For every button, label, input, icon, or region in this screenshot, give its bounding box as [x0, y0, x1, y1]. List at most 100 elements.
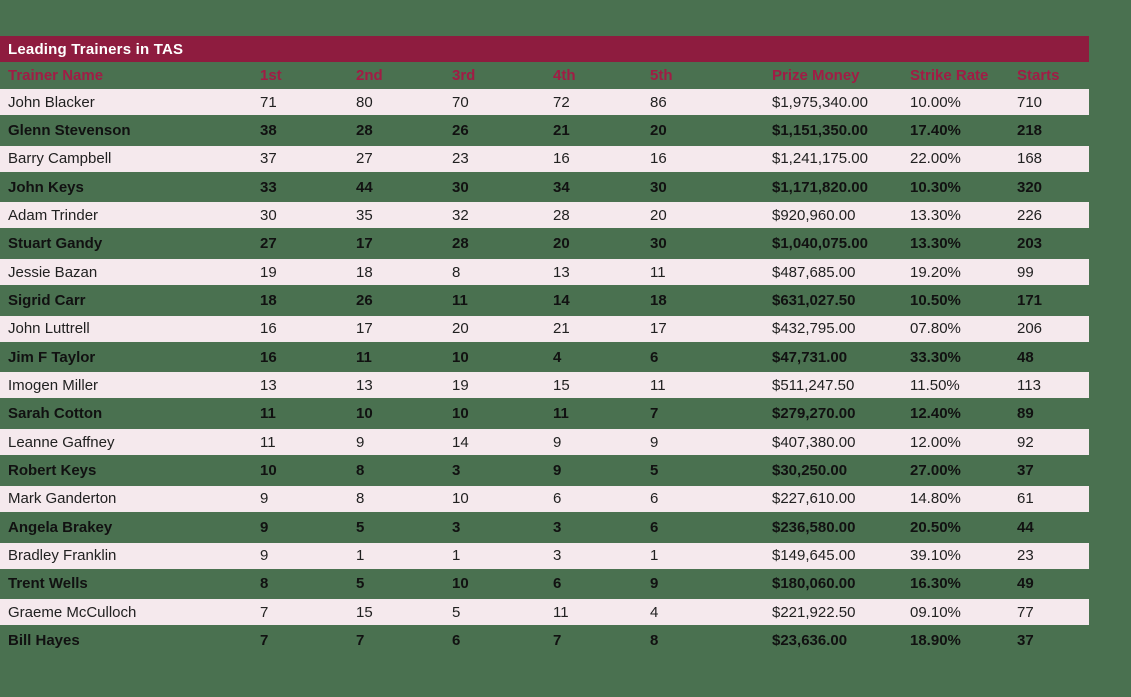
table-row: Mark Ganderton 9 8 10 6 6 $227,610.00 14.80% 61 [0, 485, 1089, 512]
cell-5th: 4 [650, 603, 659, 621]
cell-prize-money: $227,610.00 [772, 490, 856, 508]
cell-5th: 7 [650, 405, 659, 423]
cell-strike-rate: 14.80% [910, 490, 961, 508]
cell-strike-rate: 13.30% [910, 235, 961, 253]
cell-trainer-name: Adam Trinder [8, 206, 99, 224]
cell-3rd: 32 [452, 206, 469, 224]
cell-trainer-name: Trent Wells [8, 575, 88, 593]
table-body: John Blacker 71 80 70 72 86 $1,975,340.00 10.00… [0, 89, 1089, 654]
cell-strike-rate: 12.00% [910, 433, 961, 451]
cell-trainer-name: John Keys [8, 178, 84, 196]
cell-1st: 9 [260, 490, 269, 508]
cell-5th: 11 [650, 376, 666, 394]
cell-1st: 10 [260, 461, 277, 479]
cell-strike-rate: 18.90% [910, 632, 961, 650]
cell-trainer-name: Glenn Stevenson [8, 121, 131, 139]
cell-trainer-name: Sigrid Carr [8, 291, 86, 309]
cell-4th: 6 [553, 490, 562, 508]
cell-1st: 30 [260, 206, 277, 224]
column-header-3rd: 3rd [452, 67, 476, 84]
cell-1st: 37 [260, 150, 277, 168]
cell-4th: 21 [553, 121, 570, 139]
cell-5th: 30 [650, 235, 667, 253]
cell-3rd: 6 [452, 632, 461, 650]
cell-3rd: 23 [452, 150, 469, 168]
column-header-1st: 1st [260, 67, 282, 84]
cell-5th: 9 [650, 433, 659, 451]
cell-strike-rate: 12.40% [910, 405, 961, 423]
cell-starts: 77 [1017, 603, 1034, 621]
cell-1st: 16 [260, 320, 277, 338]
column-header-2nd: 2nd [356, 67, 383, 84]
cell-strike-rate: 39.10% [910, 547, 961, 564]
column-header-trainer-name: Trainer Name [8, 67, 104, 84]
cell-4th: 9 [553, 433, 562, 451]
cell-4th: 9 [553, 461, 562, 479]
cell-4th: 34 [553, 178, 570, 196]
cell-5th: 20 [650, 206, 667, 224]
cell-starts: 92 [1017, 433, 1034, 451]
cell-5th: 16 [650, 150, 667, 168]
cell-3rd: 14 [452, 433, 469, 451]
cell-starts: 44 [1017, 518, 1034, 536]
cell-prize-money: $236,580.00 [772, 518, 856, 536]
table-row: Imogen Miller 13 13 19 15 11 $511,247.50 11.50%… [0, 372, 1089, 399]
cell-starts: 320 [1017, 178, 1043, 196]
cell-starts: 171 [1017, 291, 1043, 309]
cell-3rd: 10 [452, 348, 469, 366]
cell-5th: 5 [650, 461, 659, 479]
cell-4th: 4 [553, 348, 562, 366]
cell-3rd: 10 [452, 490, 469, 508]
table-row: Jim F Taylor 16 11 10 4 6 $47,731.00 33.30% 48 [0, 344, 1089, 370]
cell-starts: 89 [1017, 405, 1034, 423]
cell-2nd: 26 [356, 291, 373, 309]
cell-4th: 6 [553, 575, 562, 593]
cell-1st: 38 [260, 121, 277, 139]
cell-4th: 16 [553, 150, 570, 168]
cell-trainer-name: Leanne Gaffney [8, 433, 115, 451]
table-row: John Luttrell 16 17 20 21 17 $432,795.00 07.80%… [0, 315, 1089, 342]
column-header-5th: 5th [650, 67, 673, 84]
cell-strike-rate: 19.20% [910, 263, 961, 281]
cell-starts: 113 [1017, 376, 1041, 394]
cell-prize-money: $180,060.00 [772, 575, 856, 593]
cell-strike-rate: 22.00% [910, 150, 961, 168]
cell-3rd: 5 [452, 603, 461, 621]
cell-2nd: 10 [356, 405, 373, 423]
cell-2nd: 15 [356, 603, 373, 621]
table-row: Stuart Gandy 27 17 28 20 30 $1,040,075.00 13.30… [0, 231, 1089, 257]
cell-5th: 86 [650, 93, 667, 111]
cell-trainer-name: Mark Ganderton [8, 490, 117, 508]
table-title: Leading Trainers in TAS [8, 40, 184, 58]
cell-3rd: 10 [452, 575, 469, 593]
column-header-4th: 4th [553, 67, 576, 84]
cell-2nd: 5 [356, 575, 365, 593]
cell-starts: 23 [1017, 547, 1034, 564]
cell-1st: 11 [260, 405, 276, 423]
cell-1st: 7 [260, 603, 269, 621]
cell-2nd: 18 [356, 263, 373, 281]
cell-strike-rate: 33.30% [910, 348, 961, 366]
cell-prize-money: $1,975,340.00 [772, 93, 868, 111]
cell-trainer-name: John Blacker [8, 93, 95, 111]
column-header-strike-rate: Strike Rate [910, 67, 989, 84]
cell-5th: 9 [650, 575, 659, 593]
cell-2nd: 80 [356, 93, 373, 111]
cell-trainer-name: Graeme McCulloch [8, 603, 137, 621]
leading-trainers-table: Leading Trainers in TAS Trainer Name 1st 2… [0, 36, 1089, 656]
cell-1st: 8 [260, 575, 269, 593]
cell-starts: 168 [1017, 150, 1043, 168]
cell-1st: 9 [260, 518, 269, 536]
cell-3rd: 70 [452, 93, 469, 111]
cell-strike-rate: 27.00% [910, 461, 961, 479]
cell-trainer-name: Bradley Franklin [8, 547, 117, 564]
table-row: John Blacker 71 80 70 72 86 $1,975,340.00 10.00… [0, 89, 1089, 115]
cell-3rd: 3 [452, 518, 461, 536]
cell-prize-money: $1,040,075.00 [772, 235, 868, 253]
cell-1st: 33 [260, 178, 277, 196]
cell-5th: 11 [650, 263, 666, 281]
cell-starts: 48 [1017, 348, 1034, 366]
cell-2nd: 5 [356, 518, 365, 536]
cell-trainer-name: Sarah Cotton [8, 405, 103, 423]
cell-prize-money: $30,250.00 [772, 461, 848, 479]
